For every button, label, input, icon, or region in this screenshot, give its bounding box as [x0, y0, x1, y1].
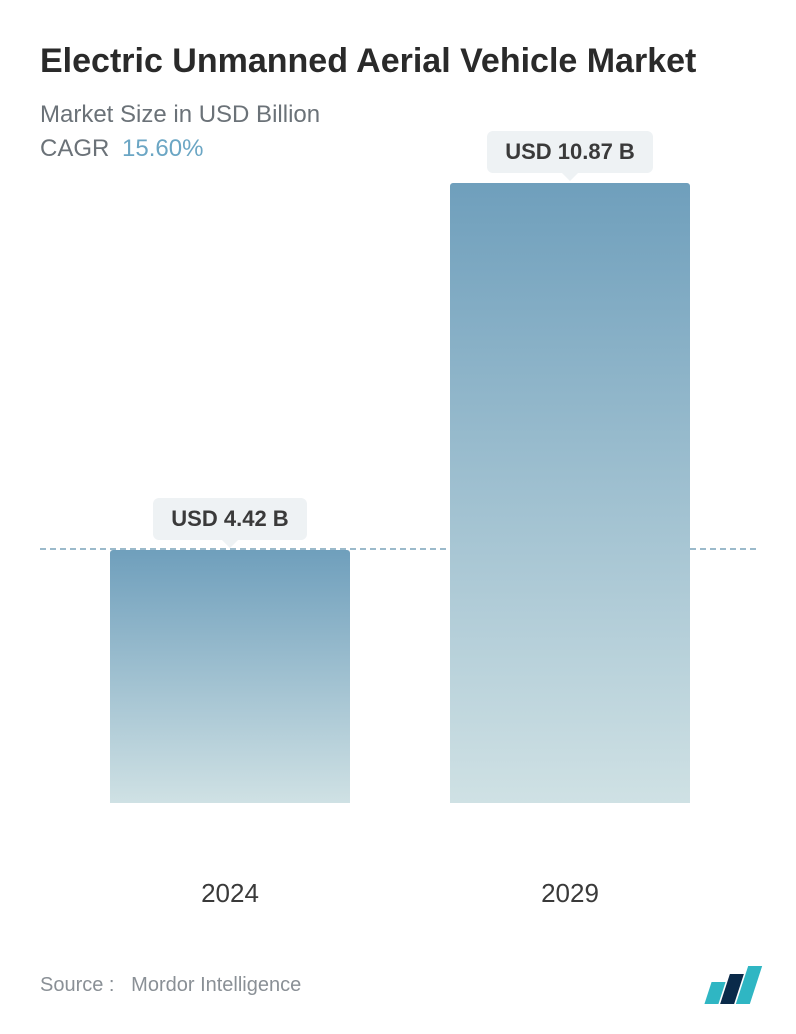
- source-attribution: Source : Mordor Intelligence: [40, 974, 301, 997]
- cagr-value: 15.60%: [122, 135, 203, 162]
- x-axis-label: 2024: [110, 878, 350, 909]
- bar-group: USD 4.42 B: [110, 498, 350, 802]
- source-name: Mordor Intelligence: [131, 974, 301, 996]
- bar: [450, 183, 690, 803]
- chart-subtitle: Market Size in USD Billion: [40, 101, 756, 129]
- x-axis: 2024 2029: [40, 878, 756, 918]
- bar-group: USD 10.87 B: [450, 131, 690, 803]
- bar-value-label: USD 4.42 B: [153, 498, 306, 540]
- plot-region: USD 4.42 BUSD 10.87 B: [40, 183, 756, 803]
- brand-logo-icon: [708, 966, 756, 1004]
- chart-area: USD 4.42 BUSD 10.87 B 2024 2029: [40, 183, 756, 959]
- bar: [110, 550, 350, 802]
- chart-card: Electric Unmanned Aerial Vehicle Market …: [0, 0, 796, 1034]
- chart-title: Electric Unmanned Aerial Vehicle Market: [40, 40, 756, 83]
- bar-value-label: USD 10.87 B: [487, 131, 653, 173]
- footer: Source : Mordor Intelligence: [40, 958, 756, 1004]
- x-axis-label: 2029: [450, 878, 690, 909]
- source-prefix: Source :: [40, 974, 114, 996]
- cagr-label: CAGR: [40, 135, 109, 162]
